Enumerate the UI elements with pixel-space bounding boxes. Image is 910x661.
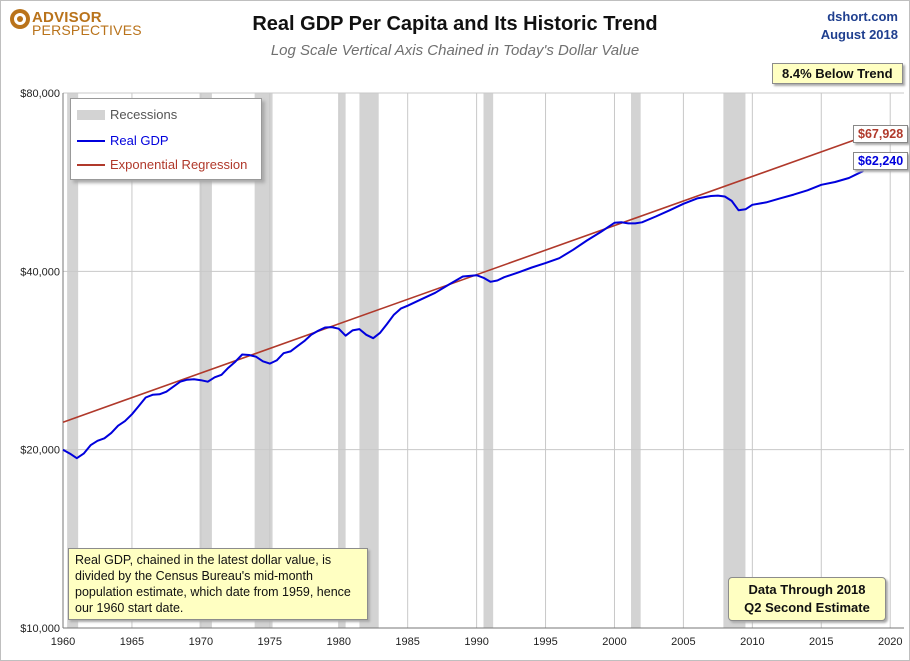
chart-subtitle: Log Scale Vertical Axis Chained in Today… [270, 42, 640, 59]
x-tick-label: 2000 [602, 636, 626, 648]
x-tick-label: 1985 [395, 636, 419, 648]
real-gdp-line [62, 157, 870, 460]
legend-swatch-real-gdp [77, 140, 105, 142]
chart-title: Real GDP Per Capita and Its Historic Tre… [252, 13, 658, 35]
legend-swatch-regression [77, 164, 105, 166]
data-through-callout: Data Through 2018 Q2 Second Estimate [728, 577, 886, 621]
x-tick-label: 1975 [258, 636, 282, 648]
y-tick-label: $40,000 [20, 266, 60, 278]
advisor-perspectives-logo-icon [10, 9, 30, 29]
data-through-line2: Q2 Second Estimate [744, 600, 870, 615]
regression-line [62, 134, 869, 423]
y-tick-label: $10,000 [20, 623, 60, 635]
recession-band-6 [631, 93, 641, 628]
recession-bands [67, 93, 746, 628]
source-date: August 2018 [820, 27, 898, 42]
recession-band-7 [723, 93, 746, 628]
x-tick-label: 1970 [189, 636, 213, 648]
methodology-note: Real GDP, chained in the latest dollar v… [68, 548, 368, 620]
trend-gap-callout: 8.4% Below Trend [772, 63, 903, 84]
logo-wordmark-top: ADVISOR [32, 9, 102, 26]
recession-band-0 [67, 93, 79, 628]
y-tick-label: $80,000 [20, 88, 60, 100]
x-tick-label: 1995 [533, 636, 557, 648]
gdp-end-label: $62,240 [853, 152, 909, 170]
legend-label-regression: Exponential Regression [110, 157, 248, 172]
legend-swatch-recessions [77, 110, 105, 120]
y-axis-ticks: $10,000 $20,000 $40,000 $80,000 [20, 88, 60, 635]
recession-band-1 [199, 93, 212, 628]
recession-band-3 [338, 93, 346, 628]
series-lines [62, 134, 870, 460]
x-tick-label: 2010 [740, 636, 764, 648]
x-tick-label: 2020 [878, 636, 902, 648]
grid-lines [62, 92, 904, 629]
x-tick-label: 2015 [809, 636, 833, 648]
x-tick-label: 1980 [326, 636, 350, 648]
x-tick-label: 1960 [51, 636, 75, 648]
legend-label-real-gdp: Real GDP [110, 133, 169, 148]
x-tick-label: 2005 [671, 636, 695, 648]
chart-legend: Recessions Real GDP Exponential Regressi… [70, 98, 262, 180]
source-site: dshort.com [827, 9, 898, 24]
trend-end-label: $67,928 [853, 125, 909, 143]
y-tick-label: $20,000 [20, 445, 60, 457]
x-axis-ticks: 1960 1965 1970 1975 1980 1985 1990 1995 2000 2005… [51, 636, 903, 648]
recession-band-5 [483, 93, 494, 628]
source-block: dshort.com August 2018 [821, 8, 898, 44]
recession-band-4 [359, 93, 379, 628]
x-tick-label: 1965 [120, 636, 144, 648]
data-through-line1: Data Through 2018 [748, 582, 866, 597]
logo-wordmark-bottom: PERSPECTIVES [32, 22, 142, 38]
x-tick-label: 1990 [464, 636, 488, 648]
legend-label-recessions: Recessions [110, 107, 178, 122]
